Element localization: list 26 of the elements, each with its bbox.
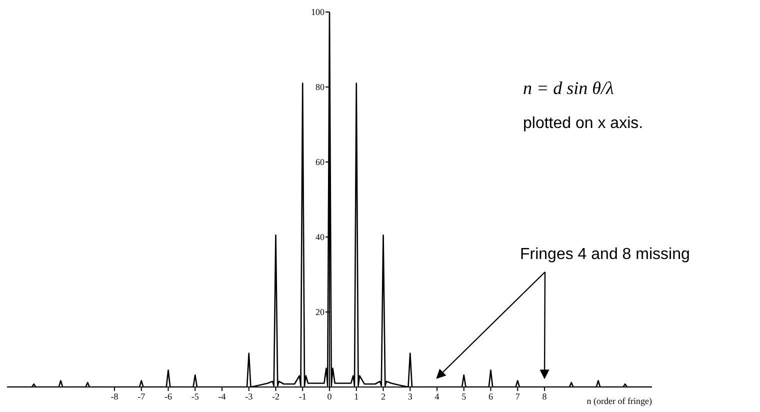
- y-tick-label: 40: [316, 232, 325, 242]
- x-axis-title: n (order of fringe): [586, 396, 652, 406]
- x-tick-label: -4: [218, 391, 226, 402]
- x-tick-label: -8: [110, 391, 119, 402]
- x-tick-label: 1: [354, 391, 359, 402]
- x-tick-label: 7: [515, 391, 520, 402]
- x-tick-label: 6: [488, 391, 494, 402]
- x-tick-label: -2: [272, 391, 280, 402]
- x-tick-label: -6: [164, 391, 172, 402]
- x-tick-label: -7: [138, 391, 146, 402]
- y-tick-label: 20: [316, 307, 325, 317]
- x-tick-label: 3: [408, 391, 413, 402]
- x-tick-label: 8: [542, 391, 548, 402]
- annotation: plotted on x axis.: [523, 115, 644, 133]
- x-tick-label: 2: [381, 391, 386, 402]
- annotation: n = d sin θ/λ: [523, 78, 614, 99]
- y-tick-label: 100: [311, 7, 325, 17]
- x-tick-label: 4: [434, 391, 440, 402]
- y-tick-label: 60: [316, 157, 325, 167]
- x-tick-label: 0: [327, 391, 332, 402]
- x-tick-label: -1: [298, 391, 306, 402]
- x-tick-label: -5: [191, 391, 200, 402]
- y-tick-label: 80: [316, 82, 325, 92]
- x-tick-label: 5: [462, 391, 467, 402]
- annotation: Fringes 4 and 8 missing: [520, 246, 690, 264]
- x-tick-label: -3: [245, 391, 254, 402]
